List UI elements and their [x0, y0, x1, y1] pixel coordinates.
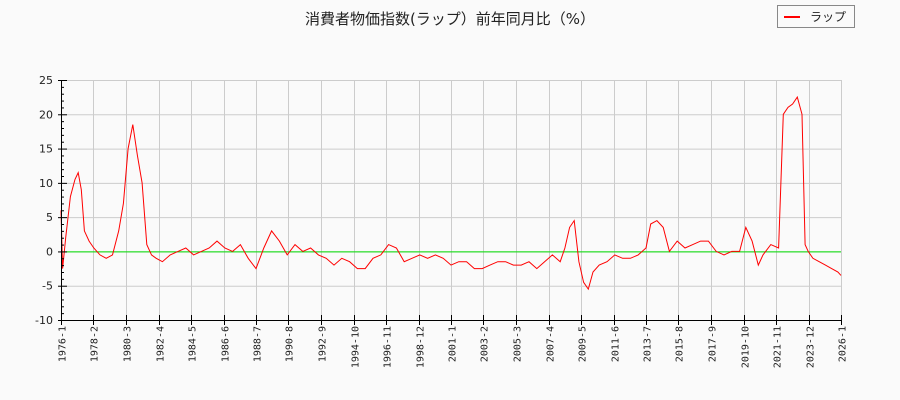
x-tick-label: 2001-1 [448, 326, 459, 362]
y-tick-label: 10 [39, 177, 53, 190]
x-tick-label: 2007-4 [546, 326, 557, 362]
x-tick-label: 1998-12 [416, 326, 427, 368]
chart-title: 消費者物価指数(ラップ）前年同月比（%） [304, 10, 596, 28]
series-line-wrap [60, 95, 842, 291]
x-tick-label: 1976-1 [58, 326, 69, 362]
legend: ラップ [777, 5, 855, 28]
legend-label: ラップ [810, 10, 847, 24]
y-tick-label: 15 [39, 143, 53, 156]
x-tick-label: 1992-9 [318, 326, 329, 362]
y-tick-label: 20 [39, 108, 53, 121]
x-tick-label: 2015-8 [675, 326, 686, 362]
grid-lines [61, 80, 842, 321]
x-tick-label: 1988-7 [253, 326, 264, 362]
x-tick-label: 1994-10 [351, 326, 362, 368]
x-tick-label: 2019-10 [741, 326, 752, 368]
x-tick-label: 2021-11 [773, 326, 784, 368]
x-tick-label: 2013-7 [643, 326, 654, 362]
x-tick-label: 1984-5 [188, 326, 199, 362]
y-tick-label: 5 [46, 211, 53, 224]
x-axis-ticks: 1976-1 1978-2 1980-3 1982-4 1984-5 1986-6 1988… [58, 315, 849, 368]
x-tick-label: 1990-8 [285, 326, 296, 362]
x-tick-label: 1986-6 [221, 326, 232, 362]
x-tick-label: 2026-1 [838, 326, 849, 362]
x-tick-label: 2003-2 [480, 326, 491, 362]
y-tick-label: -5 [42, 280, 53, 293]
legend-line-swatch-icon [784, 15, 800, 18]
y-tick-label: 25 [39, 74, 53, 87]
x-tick-label: 2023-12 [806, 326, 817, 368]
y-tick-label: -10 [35, 314, 53, 327]
y-axis-ticks: 25 20 15 10 5 0 -5 -10 [35, 74, 67, 327]
x-tick-label: 2011-6 [611, 326, 622, 362]
x-tick-label: 1982-4 [156, 326, 167, 362]
x-tick-label: 2017-9 [708, 326, 719, 362]
x-tick-label: 1978-2 [90, 326, 101, 362]
x-tick-label: 1980-3 [123, 326, 134, 362]
x-tick-label: 1996-11 [383, 326, 394, 368]
x-tick-label: 2005-3 [513, 326, 524, 362]
y-tick-label: 0 [46, 245, 53, 258]
x-tick-label: 2009-5 [578, 326, 589, 362]
